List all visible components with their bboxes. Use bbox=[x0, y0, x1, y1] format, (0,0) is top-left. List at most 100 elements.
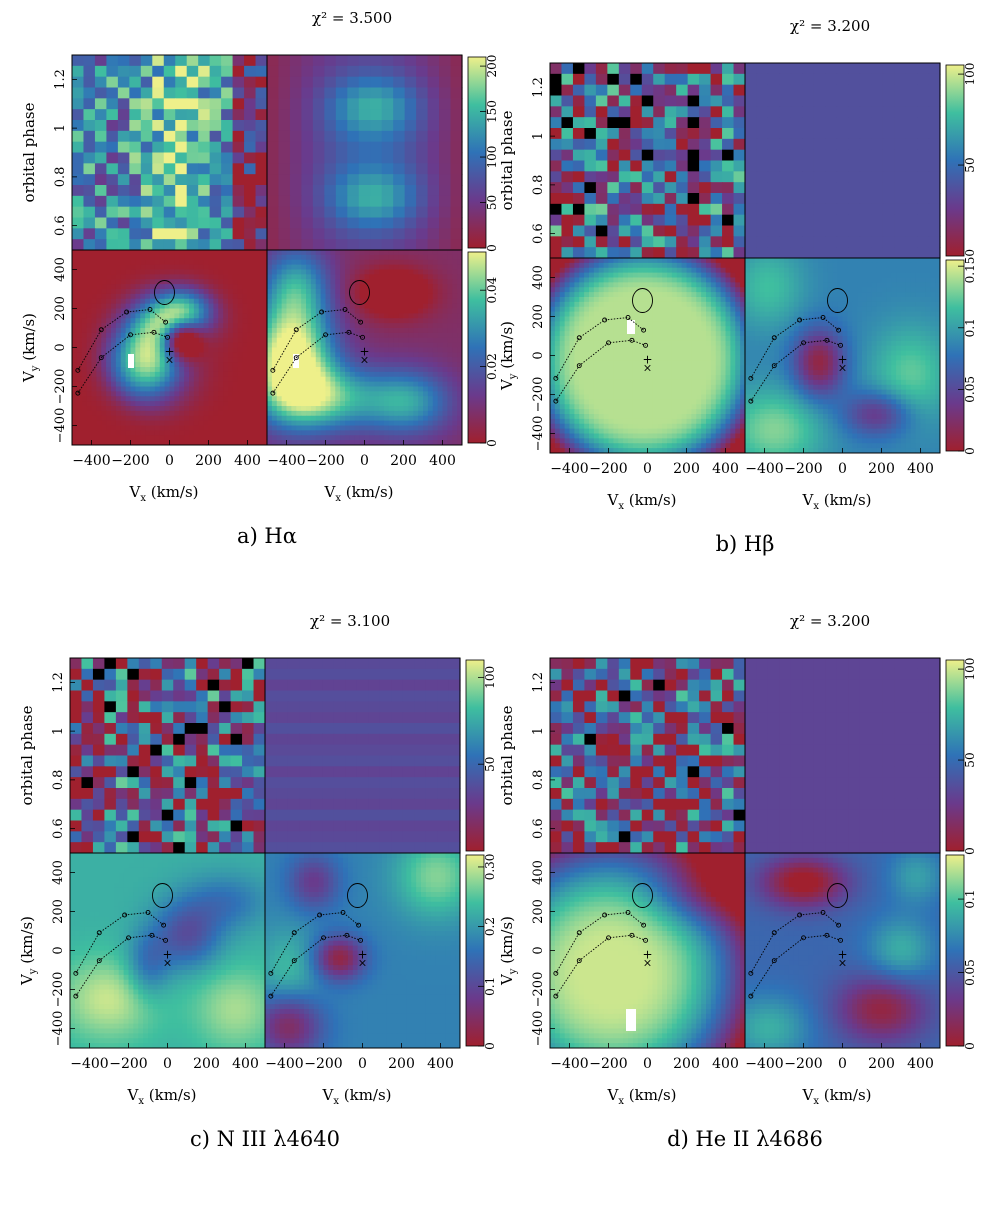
spectrum-cell bbox=[198, 98, 211, 110]
tomogram-cell bbox=[418, 430, 424, 436]
spectrum-cell bbox=[278, 76, 291, 89]
tomogram-cell bbox=[369, 410, 375, 417]
tomogram-cell bbox=[574, 267, 580, 274]
tomogram-cell bbox=[72, 391, 78, 397]
tomogram-cell bbox=[252, 391, 258, 397]
spectrum-cell bbox=[427, 239, 440, 251]
tomogram-cell bbox=[384, 298, 390, 305]
spectrum-cell bbox=[427, 195, 440, 208]
spectrum-cell bbox=[733, 117, 746, 129]
tomogram-cell bbox=[271, 401, 278, 407]
tomogram-cell bbox=[403, 298, 409, 305]
spectrum-cell bbox=[175, 87, 188, 99]
spectrum-cell bbox=[836, 193, 849, 205]
tomogram-cell bbox=[393, 318, 400, 324]
tomogram-cell bbox=[413, 362, 419, 368]
tomogram-cell bbox=[193, 425, 200, 431]
tomogram-cell bbox=[252, 371, 258, 378]
tomogram-cell bbox=[271, 396, 278, 402]
tomogram-cell bbox=[662, 272, 668, 278]
tomogram-cell bbox=[232, 318, 239, 324]
spectrum-cell bbox=[779, 117, 792, 129]
tomogram-cell bbox=[364, 371, 370, 378]
tomogram-cell bbox=[237, 401, 244, 407]
tomogram-cell bbox=[150, 279, 156, 285]
tomogram-cell bbox=[86, 337, 92, 344]
tomogram-cell bbox=[437, 274, 443, 280]
tomogram-cell bbox=[310, 425, 317, 431]
tomogram-cell bbox=[291, 274, 297, 280]
tomogram-cell bbox=[203, 362, 209, 368]
tomogram-cell bbox=[130, 440, 136, 446]
tomogram-cell bbox=[325, 289, 331, 295]
tomogram-cell bbox=[574, 297, 580, 303]
tomogram-cell bbox=[291, 293, 297, 300]
tomogram-cell bbox=[120, 435, 127, 441]
tomogram-cell bbox=[618, 258, 624, 264]
tomogram-cell bbox=[228, 259, 234, 266]
tomogram-cell bbox=[154, 269, 161, 275]
spectrum-cell bbox=[450, 185, 463, 197]
spectrum-cell bbox=[117, 87, 130, 99]
tomogram-cell bbox=[237, 313, 244, 319]
tomogram-cell bbox=[325, 391, 331, 397]
tomogram-cell bbox=[174, 440, 180, 446]
spectrum-cell bbox=[641, 236, 654, 248]
tomogram-cell bbox=[150, 430, 156, 436]
tomogram-cell bbox=[145, 440, 151, 446]
tomogram-cell bbox=[91, 357, 97, 363]
tomogram-cell bbox=[432, 357, 439, 363]
tomogram-cell bbox=[301, 274, 307, 280]
spectrum-cell bbox=[393, 55, 406, 67]
tomogram-cell bbox=[671, 306, 678, 313]
tomogram-cell bbox=[593, 258, 600, 264]
tomogram-cell bbox=[252, 406, 258, 412]
spectrum-cell bbox=[244, 206, 257, 219]
tomogram-cell bbox=[223, 318, 229, 324]
white-dwarf-marker: + bbox=[359, 345, 369, 359]
tomogram-cell bbox=[452, 386, 458, 392]
tomogram-cell bbox=[325, 371, 331, 378]
tomogram-cell bbox=[559, 272, 566, 278]
tomogram-cell bbox=[296, 254, 302, 261]
spectrum-cell bbox=[561, 160, 574, 172]
tomogram-cell bbox=[120, 313, 127, 319]
tomogram-cell bbox=[427, 298, 434, 305]
tomogram-cell bbox=[115, 308, 122, 314]
tomogram-cell bbox=[247, 415, 253, 422]
spectrum-cell bbox=[255, 174, 268, 186]
tomogram-cell bbox=[642, 282, 648, 288]
spectrum-cell bbox=[232, 206, 245, 219]
tomogram-cell bbox=[189, 308, 195, 314]
tomogram-cell bbox=[228, 332, 234, 339]
tomogram-cell bbox=[276, 347, 283, 353]
tomogram-cell bbox=[198, 440, 205, 446]
tomogram-cell bbox=[349, 396, 356, 402]
tomogram-cell bbox=[398, 328, 404, 334]
tomogram-cell bbox=[691, 277, 697, 283]
spectrum-cell bbox=[733, 95, 746, 107]
spectrum-cell bbox=[664, 193, 677, 205]
tomogram-cell bbox=[608, 267, 614, 274]
spectrum-cell bbox=[905, 106, 918, 118]
spectrum-cell bbox=[848, 149, 861, 162]
spectrum-cell bbox=[232, 152, 245, 164]
tomogram-cell bbox=[442, 269, 448, 275]
tomogram-cell bbox=[86, 347, 92, 353]
tomogram-cell bbox=[193, 347, 200, 353]
tomogram-cell bbox=[374, 435, 380, 441]
tomogram-cell bbox=[423, 259, 429, 266]
tomogram-cell bbox=[184, 386, 190, 392]
tomogram-cell bbox=[345, 259, 351, 266]
tomogram-cell bbox=[91, 269, 97, 275]
tomogram-cell bbox=[359, 381, 365, 387]
tomogram-cell bbox=[135, 279, 141, 285]
spectrum-cell bbox=[163, 120, 176, 132]
tomogram-cell bbox=[418, 298, 424, 305]
tomogram-cell bbox=[345, 279, 351, 285]
spectrum-cell bbox=[802, 117, 815, 129]
tomogram-cell bbox=[393, 381, 400, 387]
tomogram-cell bbox=[408, 298, 414, 305]
spectrum-cell bbox=[198, 195, 211, 208]
spectrum-cell bbox=[676, 160, 689, 172]
